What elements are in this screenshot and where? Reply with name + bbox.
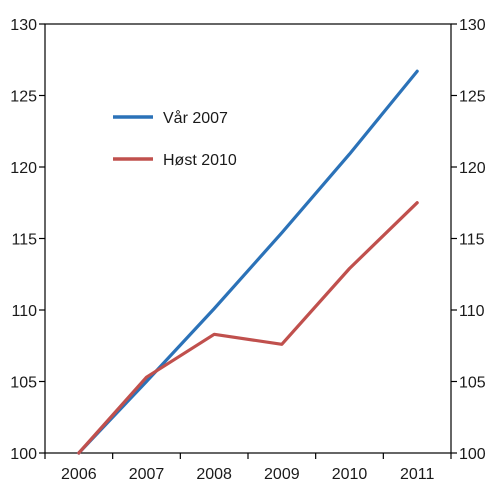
left-y-axis: 100 105 110 115 120 125 130 (10, 17, 45, 463)
legend: Vår 2007 Høst 2010 (113, 109, 237, 169)
y-tick-label-left: 120 (10, 160, 37, 177)
y-tick-label-right: 115 (459, 232, 485, 249)
right-y-axis: 100 105 110 115 120 125 130 (451, 17, 486, 463)
plot-frame (44, 23, 452, 454)
y-tick-label-left: 100 (10, 446, 37, 463)
x-tick-label: 2007 (129, 466, 165, 483)
y-tick-label-right: 120 (459, 160, 486, 177)
x-axis: 2006 2007 2008 2009 2010 2011 (44, 453, 452, 483)
y-tick-label-right: 100 (459, 446, 486, 463)
y-tick-label-right: 105 (459, 375, 486, 392)
legend-label-2: Høst 2010 (163, 152, 237, 169)
legend-label-1: Vår 2007 (163, 109, 228, 127)
x-tick-label: 2008 (196, 466, 232, 483)
series-line-1 (77, 69, 419, 455)
y-tick-label-right: 130 (459, 17, 486, 34)
y-tick-label-right: 125 (459, 89, 486, 106)
y-tick-label-left: 115 (11, 232, 37, 249)
y-tick-label-left: 130 (10, 17, 37, 34)
x-tick-label: 2009 (264, 466, 300, 483)
y-tick-label-left: 110 (11, 303, 37, 320)
x-tick-label: 2011 (400, 466, 435, 483)
x-tick-label: 2010 (332, 466, 368, 483)
series-lines (77, 69, 419, 455)
y-tick-label-left: 105 (10, 375, 37, 392)
x-tick-label: 2006 (61, 466, 97, 483)
y-tick-label-left: 125 (10, 89, 37, 106)
series-line-2 (77, 201, 419, 455)
y-tick-label-right: 110 (459, 303, 485, 320)
